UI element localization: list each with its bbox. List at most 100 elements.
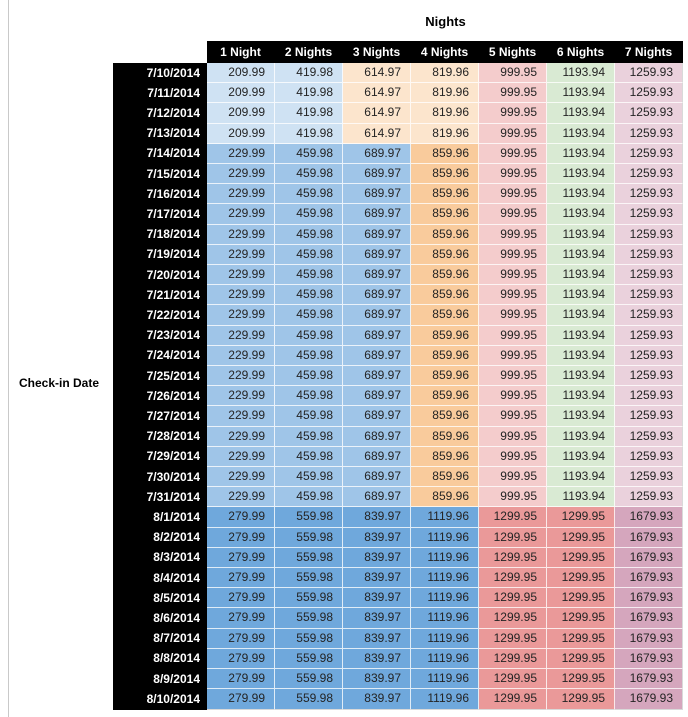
price-cell: 859.96: [411, 244, 479, 266]
price-cell: 689.97: [343, 244, 411, 266]
table-body: 7/10/2014 209.99 419.98 614.97 819.96 999.95 1…: [113, 63, 683, 710]
column-header-row: 1 Night 2 Nights 3 Nights 4 Nights 5 Nights 6…: [113, 41, 683, 63]
price-cell: 839.97: [343, 527, 411, 548]
price-cell: 559.98: [275, 527, 343, 548]
price-cell: 999.95: [479, 366, 547, 387]
price-cell: 1299.95: [547, 669, 615, 690]
price-cell: 1299.95: [547, 527, 615, 548]
price-cell: 999.95: [479, 285, 547, 306]
row-header-date: 7/14/2014: [113, 143, 207, 165]
price-cell: 459.98: [275, 446, 343, 468]
price-cell: 1299.95: [479, 568, 547, 589]
price-cell: 209.99: [207, 123, 275, 144]
price-cell: 1679.93: [615, 588, 683, 609]
row-header-date: 7/15/2014: [113, 164, 207, 185]
row-header-date: 7/30/2014: [113, 467, 207, 488]
price-cell: 279.99: [207, 689, 275, 710]
price-cell: 459.98: [275, 204, 343, 225]
row-header-date: 7/24/2014: [113, 345, 207, 367]
table-row: 7/31/2014 229.99 459.98 689.97 859.96 999.95 1…: [113, 487, 683, 508]
price-cell: 419.98: [275, 103, 343, 124]
row-header-date: 7/22/2014: [113, 305, 207, 326]
table-row: 8/8/2014 279.99 559.98 839.97 1119.96 1299.95…: [113, 648, 683, 670]
price-cell: 859.96: [411, 406, 479, 427]
price-cell: 559.98: [275, 669, 343, 690]
price-cell: 689.97: [343, 184, 411, 205]
corner-cell: [113, 41, 207, 63]
price-cell: 999.95: [479, 345, 547, 367]
column-header: 3 Nights: [343, 41, 411, 63]
price-cell: 279.99: [207, 568, 275, 589]
price-cell: 1259.93: [615, 244, 683, 266]
price-cell: 1679.93: [615, 527, 683, 548]
price-cell: 1193.94: [547, 143, 615, 165]
price-cell: 859.96: [411, 305, 479, 326]
table-row: 8/5/2014 279.99 559.98 839.97 1119.96 1299.95…: [113, 588, 683, 609]
price-cell: 1679.93: [615, 648, 683, 670]
table-row: 7/23/2014 229.99 459.98 689.97 859.96 999.95 1…: [113, 325, 683, 346]
price-cell: 1259.93: [615, 325, 683, 346]
price-cell: 859.96: [411, 224, 479, 245]
price-cell: 839.97: [343, 568, 411, 589]
price-cell: 1299.95: [479, 608, 547, 629]
price-cell: 459.98: [275, 406, 343, 427]
price-cell: 859.96: [411, 426, 479, 447]
price-cell: 229.99: [207, 325, 275, 346]
price-cell: 209.99: [207, 83, 275, 104]
table-row: 7/28/2014 229.99 459.98 689.97 859.96 999.95 1…: [113, 426, 683, 447]
price-cell: 229.99: [207, 305, 275, 326]
price-cell: 229.99: [207, 426, 275, 447]
price-cell: 1299.95: [547, 689, 615, 710]
price-cell: 1259.93: [615, 345, 683, 367]
price-cell: 1299.95: [547, 648, 615, 670]
price-cell: 1679.93: [615, 689, 683, 710]
price-cell: 1299.95: [547, 547, 615, 569]
price-cell: 459.98: [275, 143, 343, 165]
table-row: 7/10/2014 209.99 419.98 614.97 819.96 999.95 1…: [113, 63, 683, 84]
price-cell: 1119.96: [411, 689, 479, 710]
row-header-date: 7/18/2014: [113, 224, 207, 245]
price-cell: 689.97: [343, 426, 411, 447]
price-cell: 999.95: [479, 103, 547, 124]
table-row: 7/20/2014 229.99 459.98 689.97 859.96 999.95 1…: [113, 265, 683, 286]
price-cell: 1259.93: [615, 224, 683, 245]
price-cell: 229.99: [207, 345, 275, 367]
price-cell: 559.98: [275, 689, 343, 710]
price-cell: 1299.95: [479, 527, 547, 548]
price-cell: 459.98: [275, 164, 343, 185]
price-cell: 999.95: [479, 406, 547, 427]
price-cell: 1193.94: [547, 487, 615, 508]
price-cell: 1119.96: [411, 568, 479, 589]
table-row: 8/2/2014 279.99 559.98 839.97 1119.96 1299.95…: [113, 527, 683, 548]
table-row: 8/7/2014 279.99 559.98 839.97 1119.96 1299.95…: [113, 628, 683, 649]
price-cell: 839.97: [343, 608, 411, 629]
table-row: 7/14/2014 229.99 459.98 689.97 859.96 999.95 1…: [113, 143, 683, 165]
price-cell: 459.98: [275, 305, 343, 326]
price-cell: 459.98: [275, 426, 343, 447]
price-cell: 1299.95: [479, 507, 547, 528]
row-header-date: 8/4/2014: [113, 568, 207, 589]
price-cell: 229.99: [207, 204, 275, 225]
price-cell: 459.98: [275, 345, 343, 367]
table-row: 8/4/2014 279.99 559.98 839.97 1119.96 1299.95…: [113, 568, 683, 589]
row-header-date: 7/16/2014: [113, 184, 207, 205]
price-cell: 459.98: [275, 366, 343, 387]
column-header: 6 Nights: [547, 41, 615, 63]
price-cell: 689.97: [343, 386, 411, 407]
table-row: 7/12/2014 209.99 419.98 614.97 819.96 999.95 1…: [113, 103, 683, 124]
table-row: 8/9/2014 279.99 559.98 839.97 1119.96 1299.95…: [113, 669, 683, 690]
price-cell: 459.98: [275, 244, 343, 266]
price-cell: 1119.96: [411, 628, 479, 649]
price-cell: 459.98: [275, 386, 343, 407]
price-cell: 819.96: [411, 123, 479, 144]
price-cell: 459.98: [275, 467, 343, 488]
rate-table: 1 Night 2 Nights 3 Nights 4 Nights 5 Nights 6…: [113, 41, 683, 710]
price-cell: 1193.94: [547, 184, 615, 205]
row-header-date: 7/29/2014: [113, 446, 207, 468]
price-cell: 1259.93: [615, 103, 683, 124]
price-cell: 279.99: [207, 527, 275, 548]
price-cell: 689.97: [343, 345, 411, 367]
row-header-date: 7/13/2014: [113, 123, 207, 144]
price-cell: 1193.94: [547, 103, 615, 124]
row-header-date: 7/23/2014: [113, 325, 207, 346]
